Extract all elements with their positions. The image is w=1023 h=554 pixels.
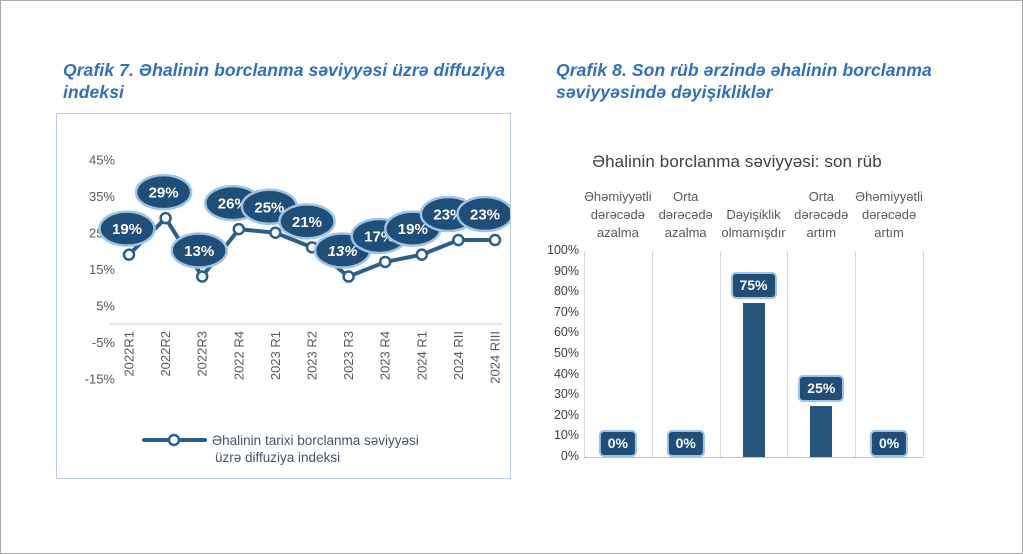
- x-axis-tick-label: 2023 R2: [305, 331, 320, 380]
- y-axis-tick-label: 50%: [553, 346, 579, 360]
- data-point-marker: [452, 233, 465, 247]
- y-axis-tick-label: 70%: [553, 304, 579, 319]
- category-label: Orta dərəcədə azalma: [652, 186, 720, 242]
- x-axis-tick-label: 2024 RII: [451, 331, 466, 380]
- column-separator-gridline: [923, 251, 924, 457]
- y-axis-tick-label: -5%: [92, 335, 116, 350]
- bar-chart-title: Əhalinin borclanma səviyyəsi: son rüb: [592, 152, 882, 171]
- data-label-text: 26%: [218, 196, 248, 213]
- data-label-text: 29%: [149, 185, 179, 202]
- data-label-callout: [170, 232, 228, 269]
- x-axis-tick-label: 2022R1: [122, 331, 137, 377]
- data-point-marker: [122, 248, 136, 261]
- category-label-line: Orta: [673, 189, 699, 204]
- column-separator-gridline: [787, 251, 789, 457]
- data-point-marker: [378, 255, 392, 269]
- y-axis-tick-label: 90%: [553, 263, 579, 278]
- x-axis-tick-label: 2023 R4: [378, 331, 393, 380]
- category-label: Orta dərəcədə artım: [787, 186, 855, 242]
- y-axis-tick-label: 60%: [553, 325, 579, 340]
- data-point-marker: [159, 211, 172, 225]
- y-axis-tick-label: 15%: [89, 262, 115, 277]
- line-chart: 45% 35% 25% 15% 5% -5% -15% 2022R1 2022R2 2022R3 2…: [85, 152, 514, 465]
- data-label-callout: [98, 210, 156, 247]
- bar-value-label: 0%: [666, 430, 705, 457]
- data-point-marker: [415, 248, 429, 261]
- y-axis-tick-label: 80%: [553, 284, 579, 299]
- x-axis-tick-label: 2023 R1: [268, 331, 283, 380]
- data-point-marker: [488, 233, 502, 247]
- category-label-line: azalma: [596, 225, 639, 240]
- legend-label-line2: üzrə diffuziya indeksi: [215, 450, 340, 465]
- category-label-line: artım: [874, 225, 904, 240]
- y-axis-tick-label: 35%: [89, 189, 115, 204]
- bar-value-label: 25%: [798, 374, 845, 402]
- y-axis-tick-label: -15%: [85, 371, 116, 386]
- category-label-line: Orta: [808, 189, 834, 204]
- column-separator-gridline: [855, 251, 857, 457]
- data-label-text: 23%: [433, 207, 463, 224]
- bar: [742, 302, 765, 457]
- data-label-text: 25%: [254, 199, 284, 216]
- y-axis-tick-label: 10%: [553, 428, 579, 443]
- category-label-line: azalma: [664, 225, 707, 240]
- y-axis-tick-label: 0%: [560, 449, 579, 463]
- data-label-text: 13%: [184, 243, 214, 260]
- bar-chart-panel: Əhalinin borclanma səviyyəsi: son rüb Əh…: [541, 146, 961, 476]
- category-label-line: dərəcədə: [590, 207, 645, 222]
- y-axis-tick-label: 45%: [89, 152, 115, 167]
- category-label: Əhəmiyyətli dərəcədə azalma: [584, 186, 652, 242]
- data-label-text: 21%: [292, 214, 322, 231]
- x-axis-tick-label: 2022R3: [195, 331, 210, 377]
- data-point-marker: [195, 270, 209, 283]
- bar-value-label: 75%: [730, 271, 777, 299]
- category-label-line: Əhəmiyyətli: [584, 189, 652, 204]
- data-label-text: 13%: [328, 243, 358, 260]
- category-label-line: Əhəmiyyətli: [855, 189, 923, 204]
- category-label-line: Dəyişiklik: [726, 207, 781, 222]
- data-point-marker: [269, 226, 282, 239]
- category-label-line: dərəcədə: [658, 207, 713, 222]
- column-separator-gridline: [651, 251, 653, 457]
- category-label-line: dərəcədə: [861, 207, 917, 222]
- column-separator-gridline: [584, 251, 585, 457]
- x-axis-line: [584, 457, 923, 458]
- y-axis-tick-label: 20%: [553, 407, 579, 422]
- data-point-marker: [342, 270, 355, 283]
- category-label: Dəyişiklik olmamışdır: [720, 186, 788, 242]
- x-axis-tick-label: 2024 RIII: [488, 331, 503, 384]
- x-axis-tick-label: 2024 R1: [414, 331, 429, 380]
- bar: [810, 405, 833, 457]
- data-label-callout: [134, 173, 193, 211]
- bar-value-label: 0%: [598, 430, 638, 457]
- x-axis-tick-label: 2023 R3: [341, 331, 356, 380]
- y-axis-tick-label: 5%: [96, 298, 115, 313]
- column-separator-gridline: [719, 251, 721, 457]
- data-label-text: 19%: [112, 221, 142, 238]
- data-point-marker: [232, 222, 246, 236]
- category-label-line: olmamışdır: [721, 225, 786, 240]
- right-chart-title: Qrafik 8. Son rüb ərzində əhalinin borcl…: [556, 60, 932, 103]
- line-chart-panel: 45% 35% 25% 15% 5% -5% -15% 2022R1 2022R2 2022R3 2…: [56, 113, 514, 479]
- category-label-line: dərəcədə: [794, 207, 849, 222]
- y-axis-tick-label: 100%: [547, 243, 579, 257]
- category-label-line: artım: [806, 225, 837, 240]
- category-label: Əhəmiyyətli dərəcədə artım: [855, 186, 923, 242]
- legend-label-line1: Əhalinin tarixi borclanma səviyyəsi: [212, 433, 419, 448]
- data-label-text: 19%: [398, 221, 428, 238]
- legend-marker-icon: [167, 433, 181, 447]
- data-label-text: 23%: [470, 207, 500, 224]
- y-axis-tick-label: 40%: [553, 366, 579, 381]
- y-axis-tick-label: 30%: [553, 387, 579, 402]
- x-axis-tick-label: 2022 R4: [231, 331, 246, 380]
- bar-value-label: 0%: [869, 430, 909, 457]
- x-axis-tick-label: 2022R2: [158, 331, 173, 377]
- data-label-callout: [278, 203, 336, 240]
- left-chart-title: Qrafik 7. Əhalinin borclanma səviyyəsi ü…: [63, 60, 506, 103]
